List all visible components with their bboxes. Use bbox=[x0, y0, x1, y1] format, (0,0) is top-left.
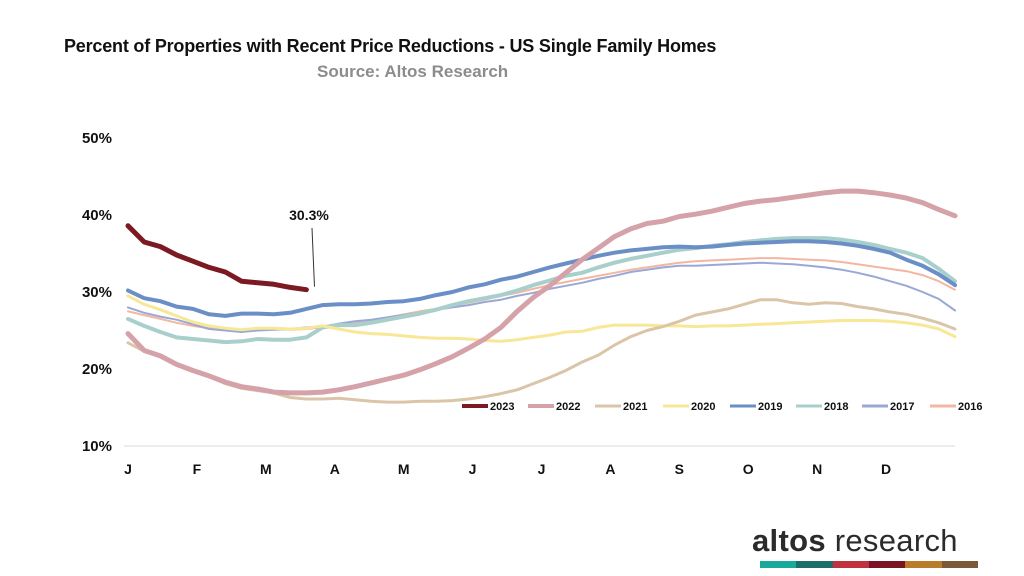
y-tick-label: 20% bbox=[82, 361, 112, 378]
brand-wordmark: altos research bbox=[752, 524, 980, 558]
brand-bar-segment bbox=[760, 561, 797, 568]
series-line-2022 bbox=[125, 188, 958, 396]
y-tick-label: 30% bbox=[82, 284, 112, 301]
legend-label-2017: 2017 bbox=[890, 401, 914, 413]
brand-bar-segment bbox=[941, 561, 978, 568]
x-tick-label: N bbox=[812, 461, 822, 477]
x-tick-label: D bbox=[881, 461, 891, 477]
x-tick-label: O bbox=[743, 461, 754, 477]
x-tick-label: J bbox=[124, 461, 132, 477]
annotation-leader-line bbox=[311, 227, 315, 287]
legend-label-2020: 2020 bbox=[691, 401, 715, 413]
altos-research-logo: altos research bbox=[752, 524, 980, 568]
brand-bar-segment bbox=[832, 561, 869, 568]
brand-bar-segment bbox=[796, 561, 833, 568]
x-tick-label: J bbox=[538, 461, 546, 477]
brand-name-bold: altos bbox=[752, 523, 826, 558]
series-line-2019 bbox=[126, 239, 957, 318]
x-tick-label: A bbox=[605, 461, 615, 477]
chart-title: Percent of Properties with Recent Price … bbox=[64, 36, 717, 56]
brand-bar-segment bbox=[905, 561, 942, 568]
legend-label-2019: 2019 bbox=[758, 401, 782, 413]
y-tick-label: 40% bbox=[82, 207, 112, 224]
legend-label-2016: 2016 bbox=[958, 401, 982, 413]
annotation-label: 30.3% bbox=[289, 207, 329, 223]
y-tick-label: 10% bbox=[82, 438, 112, 455]
y-tick-label: 50% bbox=[82, 130, 112, 147]
x-tick-label: J bbox=[469, 461, 477, 477]
x-tick-label: A bbox=[330, 461, 340, 477]
brand-color-bar bbox=[760, 561, 978, 568]
legend-label-2018: 2018 bbox=[824, 401, 848, 413]
legend-label-2023: 2023 bbox=[490, 401, 514, 413]
brand-name-rest: research bbox=[825, 523, 958, 558]
x-tick-label: S bbox=[675, 461, 684, 477]
series-line-2018 bbox=[126, 236, 957, 345]
series-line-2023 bbox=[125, 223, 309, 293]
chart-subtitle: Source: Altos Research bbox=[317, 62, 509, 81]
series-line-2020 bbox=[126, 294, 957, 343]
legend-label-2021: 2021 bbox=[623, 401, 647, 413]
x-tick-label: M bbox=[398, 461, 410, 477]
x-tick-label: F bbox=[193, 461, 202, 477]
brand-bar-segment bbox=[868, 561, 906, 568]
x-tick-label: M bbox=[260, 461, 272, 477]
legend-label-2022: 2022 bbox=[556, 401, 580, 413]
